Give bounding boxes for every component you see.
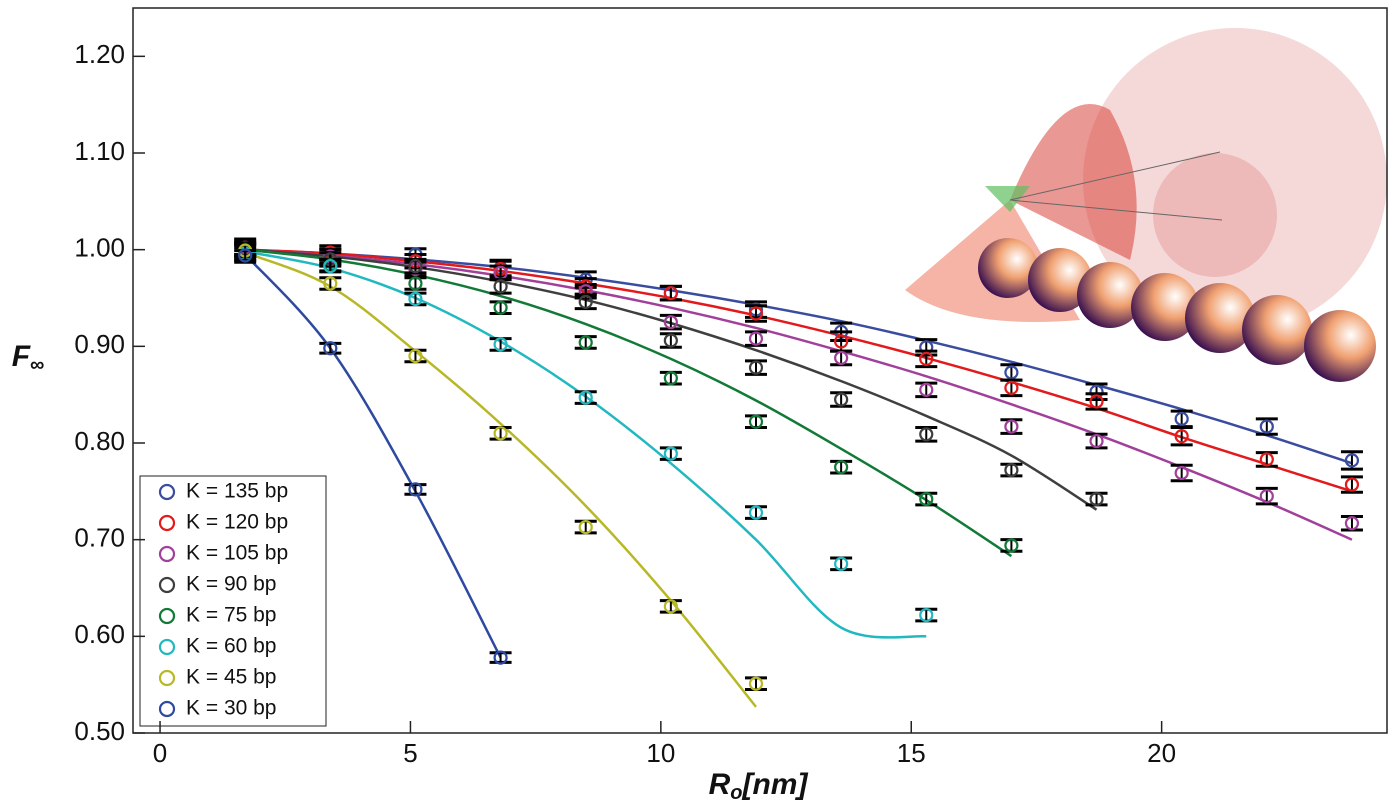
error-bar: [490, 302, 512, 314]
y-axis-label: F∞: [12, 340, 45, 376]
error-bar: [1000, 464, 1022, 476]
error-bar: [319, 343, 341, 353]
chart: F∞ Ro[nm] 0.50 0.60 0.70 0.80 0.90 1.00 1.10 1.…: [0, 0, 1393, 805]
error-bar: [915, 609, 937, 621]
error-bar: [1256, 453, 1278, 467]
legend-label: K = 60 bp: [186, 635, 277, 658]
x-tick-label: 20: [1147, 738, 1176, 768]
error-bar: [404, 485, 426, 495]
error-bar: [745, 678, 767, 690]
illustration: [905, 28, 1387, 382]
x-tick-label: 0: [153, 738, 167, 768]
y-tick-label: 1.00: [74, 233, 125, 263]
y-tick-label: 0.70: [74, 523, 125, 553]
error-bar: [490, 653, 512, 663]
y-tick-label: 0.50: [74, 716, 125, 746]
x-tick-label: 5: [403, 738, 417, 768]
y-tick-label: 1.10: [74, 136, 125, 166]
error-bar: [830, 558, 852, 570]
x-axis-label: Ro[nm]: [709, 768, 809, 804]
error-bar: [1000, 420, 1022, 434]
y-tick-label: 0.80: [74, 426, 125, 456]
y-tick-label: 0.90: [74, 329, 125, 359]
error-bar: [830, 393, 852, 407]
error-bar: [575, 521, 597, 533]
x-tick-label: 15: [897, 738, 926, 768]
error-bar: [745, 507, 767, 519]
legend-label: K = 45 bp: [186, 666, 277, 689]
error-bar: [1341, 516, 1363, 530]
legend-label: K = 75 bp: [186, 604, 277, 627]
error-bar: [745, 416, 767, 428]
error-bar: [745, 332, 767, 346]
error-bar: [745, 361, 767, 375]
error-bar: [915, 428, 937, 442]
error-bar: [490, 339, 512, 351]
legend-label: K = 135 bp: [186, 480, 288, 503]
error-bar: [660, 334, 682, 348]
error-bar: [1086, 493, 1108, 505]
error-bar: [490, 280, 512, 294]
error-bar: [830, 461, 852, 473]
legend-label: K = 90 bp: [186, 573, 277, 596]
error-bar: [404, 278, 426, 290]
y-tick-label: 0.60: [74, 619, 125, 649]
y-tick-label: 1.20: [74, 39, 125, 69]
error-bar: [575, 337, 597, 349]
error-bar: [660, 372, 682, 384]
error-bar: [915, 383, 937, 397]
legend-label: K = 105 bp: [186, 542, 288, 565]
legend-label: K = 120 bp: [186, 511, 288, 534]
legend-label: K = 30 bp: [186, 697, 277, 720]
x-tick-label: 10: [646, 738, 675, 768]
